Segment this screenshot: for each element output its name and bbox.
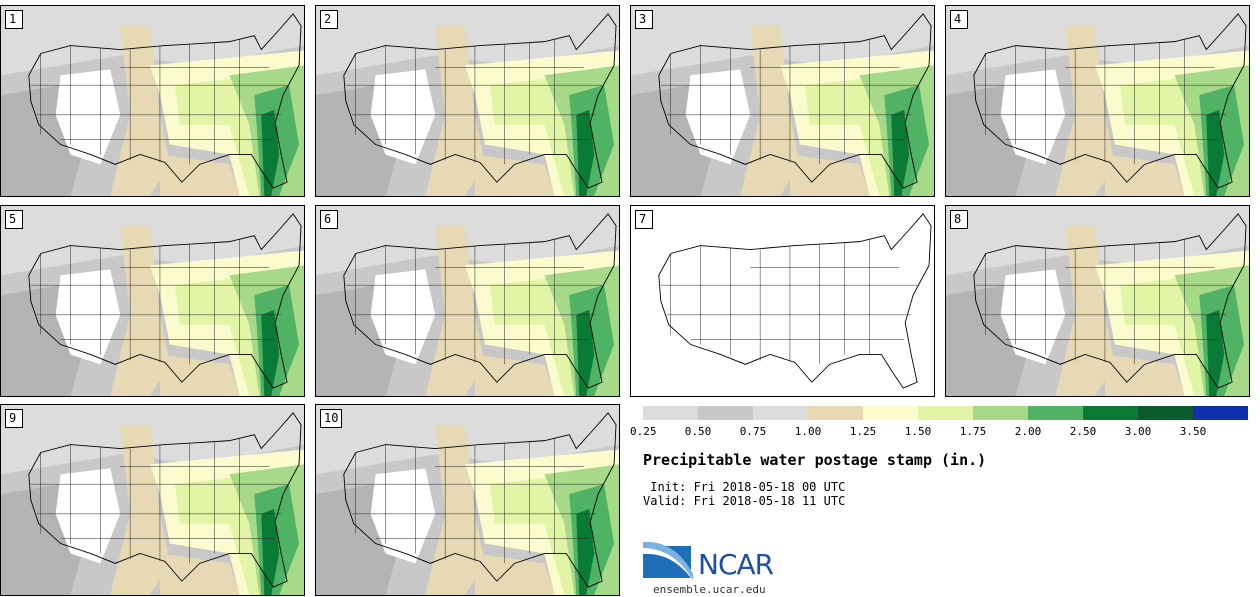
figure-title: Precipitable water postage stamp (in.): [643, 451, 987, 469]
panel-label-6: 6: [320, 210, 338, 229]
legend-swatch-9: [1083, 406, 1138, 420]
legend-swatch-2: [698, 406, 753, 420]
panel-label-3: 3: [635, 10, 653, 29]
legend-tick-label: 3.00: [1124, 425, 1152, 438]
legend-tick-label: 1.50: [904, 425, 932, 438]
ncar-logo-text: NCAR: [698, 548, 774, 581]
map-panel-10-map: [316, 405, 619, 595]
color-legend-ticks: 0.25 0.50 0.75 1.00 1.25 1.50 1.75 2.00 2.50 3.00…: [630, 425, 1250, 439]
legend-swatch-8: [1028, 406, 1083, 420]
map-panel-2-map: [316, 6, 619, 196]
legend-swatch-7: [973, 406, 1028, 420]
map-panel-8: 8: [945, 205, 1250, 397]
map-panel-9-map: [1, 405, 304, 595]
legend-tick-label: 1.25: [849, 425, 877, 438]
init-time: Init: Fri 2018-05-18 00 UTC: [643, 480, 846, 494]
panel-label-10: 10: [320, 409, 343, 428]
map-panel-6-map: [316, 206, 619, 396]
legend-swatch-6: [918, 406, 973, 420]
valid-time: Valid: Fri 2018-05-18 11 UTC: [643, 494, 846, 508]
map-panel-3-map: [631, 6, 934, 196]
map-panel-4-map: [946, 6, 1249, 196]
legend-tick-label: 1.75: [959, 425, 987, 438]
map-panel-7: 7: [630, 205, 935, 397]
logo-url: ensemble.ucar.edu: [653, 583, 766, 596]
map-panel-5-map: [1, 206, 304, 396]
map-panel-3: 3: [630, 5, 935, 197]
legend-tick-label: 1.00: [794, 425, 822, 438]
legend-tick-label: 0.75: [739, 425, 767, 438]
legend-tick-label: 0.25: [630, 425, 657, 438]
map-panel-5: 5: [0, 205, 305, 397]
panel-label-5: 5: [5, 210, 23, 229]
legend-tick-label: 2.50: [1069, 425, 1097, 438]
legend-swatch-1: [643, 406, 698, 420]
panel-label-9: 9: [5, 409, 23, 428]
legend-swatch-10: [1138, 406, 1193, 420]
legend-tick-label: 2.00: [1014, 425, 1042, 438]
map-panel-10: 10: [315, 404, 620, 596]
color-legend-bar: [643, 406, 1248, 420]
map-panel-6: 6: [315, 205, 620, 397]
ncar-logo-icon: [643, 541, 693, 580]
legend-swatch-4: [808, 406, 863, 420]
legend-swatch-3: [753, 406, 808, 420]
legend-tick-label: 0.50: [684, 425, 712, 438]
map-panel-1: 1: [0, 5, 305, 197]
map-panel-7-map: [658, 213, 932, 389]
panel-label-7: 7: [635, 210, 653, 229]
map-panel-1-map: [1, 6, 304, 196]
panel-label-4: 4: [950, 10, 968, 29]
map-panel-9: 9: [0, 404, 305, 596]
panel-label-8: 8: [950, 210, 968, 229]
legend-swatch-11: [1193, 406, 1248, 420]
map-panel-2: 2: [315, 5, 620, 197]
panel-label-2: 2: [320, 10, 338, 29]
map-panel-8-map: [946, 206, 1249, 396]
panel-label-1: 1: [5, 10, 23, 29]
legend-tick-label: 3.50: [1179, 425, 1207, 438]
legend-swatch-5: [863, 406, 918, 420]
map-panel-4: 4: [945, 5, 1250, 197]
